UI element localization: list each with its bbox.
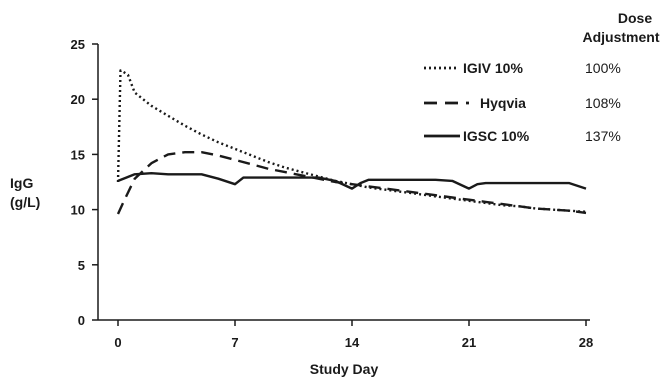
x-tick-label: 21 [462, 335, 476, 350]
legend-name-hyqvia: Hyqvia [480, 95, 526, 111]
legend-dose-igsc: 137% [585, 128, 621, 144]
y-tick-label: 0 [78, 313, 85, 328]
legend-title-line1: Dose [618, 10, 652, 26]
x-ticks: 0 7 14 21 28 [114, 320, 593, 350]
y-tick-label: 10 [71, 203, 85, 218]
x-tick-label: 14 [345, 335, 360, 350]
y-tick-label: 15 [71, 147, 85, 162]
y-ticks: 0 5 10 15 20 25 [71, 37, 98, 328]
y-tick-label: 25 [71, 37, 85, 52]
legend-items: IGIV 10% 100% Hyqvia 108% IGSC 10% 137% [424, 60, 621, 144]
legend-name-igsc: IGSC 10% [463, 128, 530, 144]
x-tick-label: 7 [231, 335, 238, 350]
legend-title-line2: Adjustment [583, 29, 660, 45]
legend-name-igiv: IGIV 10% [463, 60, 523, 76]
legend: Dose Adjustment IGIV 10% 100% Hyqvia 108… [424, 10, 660, 144]
y-axis-label-line1: IgG [10, 175, 33, 191]
series-line-solid [117, 172, 587, 190]
y-tick-label: 20 [71, 92, 85, 107]
x-axis-label: Study Day [310, 361, 379, 377]
y-axis-label-line2: (g/L) [10, 194, 40, 210]
x-tick-label: 0 [114, 335, 121, 350]
series-line-dashed [116, 151, 587, 215]
x-tick-label: 28 [579, 335, 593, 350]
legend-dose-hyqvia: 108% [585, 95, 621, 111]
y-tick-label: 5 [78, 258, 85, 273]
series-layer [116, 69, 587, 215]
legend-dose-igiv: 100% [585, 60, 621, 76]
